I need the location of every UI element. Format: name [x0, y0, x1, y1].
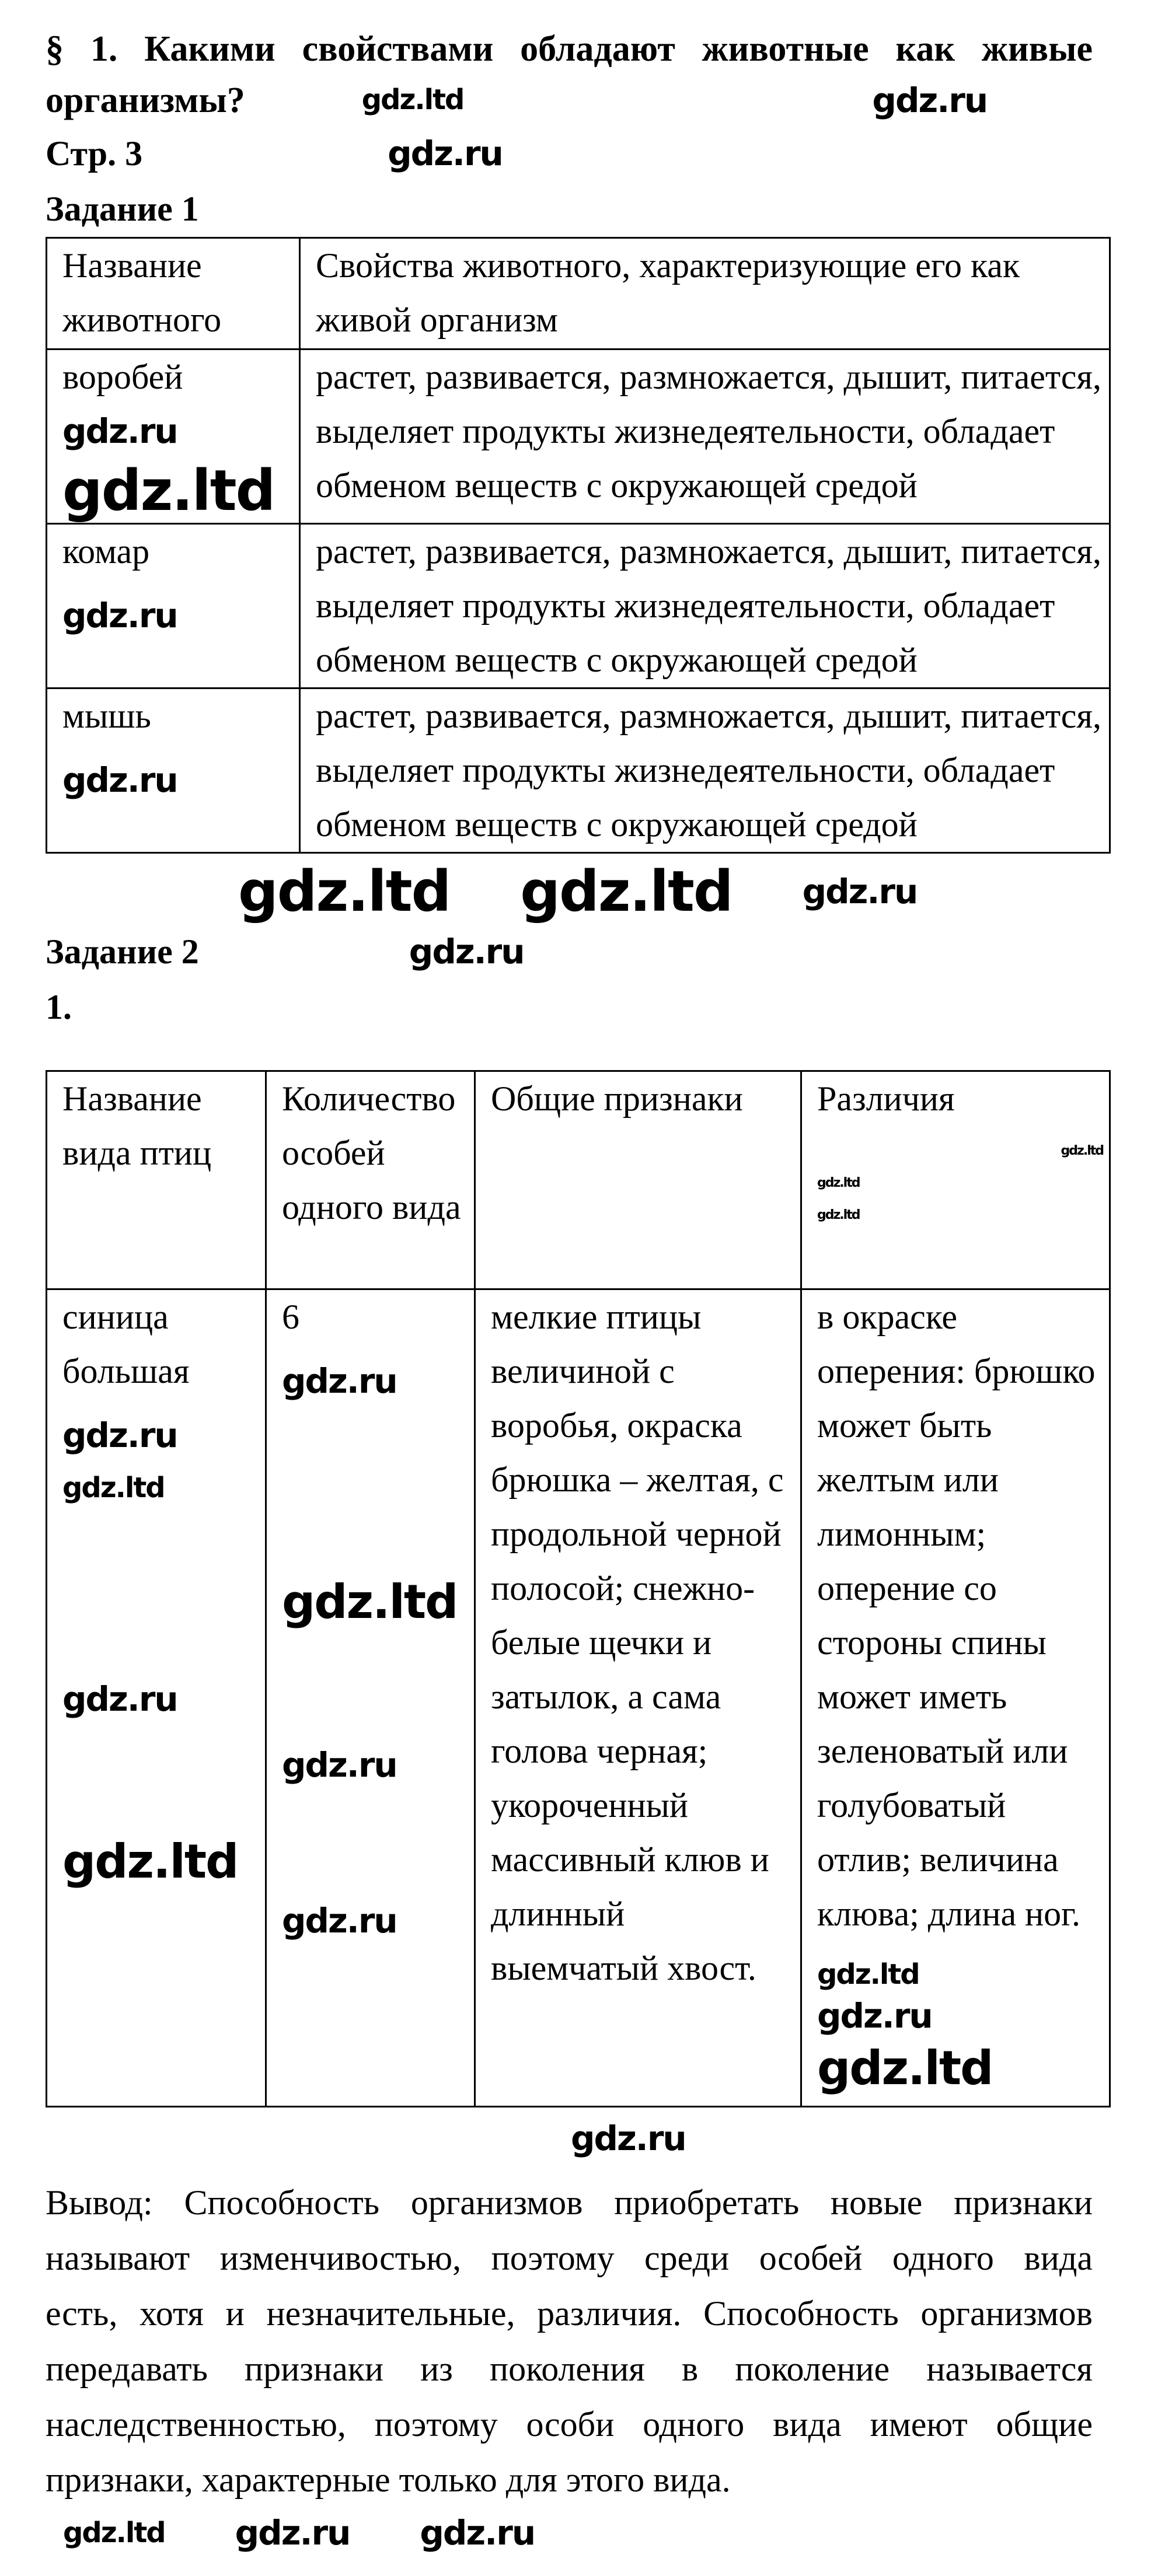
conclusion-line: передавать признаки из поколения в покол…: [46, 2350, 1093, 2389]
watermark: gdz.ru: [409, 931, 525, 971]
properties-cell: растет, развивается, размножается, дышит…: [299, 348, 1111, 525]
watermark-row: gdz.ltd gdz.ru gdz.ru: [63, 2514, 1109, 2553]
watermark: gdz.ltd: [817, 2040, 993, 2095]
animal-cell: комар gdz.ru: [46, 523, 301, 690]
count-value: 6: [282, 1297, 299, 1336]
watermark: gdz.ru: [62, 411, 179, 451]
watermark: gdz.ltd: [817, 1208, 860, 1223]
watermark: gdz.ru: [282, 1745, 398, 1785]
table-header-row: Название вида птиц Количество особей одн…: [46, 1069, 1111, 1290]
task1-table: Название животного Свойства животного, х…: [46, 237, 1111, 854]
conclusion-line: наследственностью, поэтому особи одного …: [46, 2405, 1093, 2444]
watermark: gdz.ru: [388, 134, 504, 174]
table-row: воробей gdz.ru gdz.ltd растет, развивает…: [46, 348, 1111, 525]
species-name: синица большая: [62, 1297, 190, 1390]
animal-name: комар: [62, 532, 150, 571]
title-line-1: § 1. Какими свойствами обладают животные…: [46, 29, 1093, 69]
watermark: gdz.ltd: [817, 1176, 860, 1191]
properties-cell: растет, развивается, размножается, дышит…: [299, 523, 1111, 690]
watermark: gdz.ltd: [361, 83, 465, 117]
task2-heading: Задание 2: [46, 932, 199, 971]
watermark: gdz.ltd: [63, 2516, 166, 2550]
watermark: gdz.ru: [62, 1679, 179, 1719]
watermark: gdz.ltd: [1061, 1143, 1104, 1158]
conclusion-line: Вывод: Способность организмов приобретат…: [46, 2183, 1093, 2222]
header-cell: Название вида птиц: [46, 1069, 267, 1290]
conclusion-line: называют изменчивостью, поэтому среди ос…: [46, 2239, 1093, 2278]
watermark: gdz.ltd: [817, 1958, 920, 1991]
watermark: gdz.ru: [817, 1995, 933, 2036]
watermark: gdz.ru: [62, 760, 179, 801]
conclusion-line: признаки, характерные только для этого в…: [46, 2460, 731, 2500]
watermark: gdz.ltd: [520, 859, 733, 925]
table-row: мышь gdz.ru растет, развивается, размнож…: [46, 687, 1111, 854]
header-text: Различия: [817, 1079, 955, 1118]
watermark: gdz.ltd: [62, 1471, 166, 1505]
task1-heading: Задание 1: [46, 190, 199, 228]
differences-cell: в окраске оперения: брюшко может быть же…: [800, 1288, 1111, 2107]
species-cell: синица большая gdz.ru gdz.ltd gdz.ru gdz…: [46, 1288, 267, 2107]
table-row: комар gdz.ru растет, развивается, размно…: [46, 523, 1111, 690]
watermark: gdz.ru: [282, 1361, 398, 1401]
watermark: gdz.ru: [62, 1415, 179, 1455]
watermark: gdz.ru: [62, 596, 179, 636]
properties-cell: растет, развивается, размножается, дышит…: [299, 687, 1111, 854]
title-line-2: организмы?: [46, 81, 245, 120]
common-traits-cell: мелкие птицы величиной с воробья, окраск…: [474, 1288, 802, 2107]
header-cell: Различия gdz.ltd gdz.ltd gdz.ltd: [800, 1069, 1111, 1290]
header-cell: Количество особей одного вида: [265, 1069, 476, 1290]
watermark-row: gdz.ru: [571, 2119, 1109, 2158]
watermark: gdz.ru: [872, 80, 988, 120]
watermark: gdz.ru: [282, 1901, 398, 1941]
watermark: gdz.ltd: [238, 859, 451, 925]
header-cell: Название животного: [46, 237, 301, 350]
header-cell: Общие признаки: [474, 1069, 802, 1290]
count-cell: 6 gdz.ru gdz.ltd gdz.ru gdz.ru: [265, 1288, 476, 2107]
page-reference: Стр. 3: [46, 134, 143, 173]
watermark: gdz.ltd: [62, 1834, 239, 1889]
table-row: синица большая gdz.ru gdz.ltd gdz.ru gdz…: [46, 1288, 1111, 2107]
conclusion-line: есть, хотя и незначительные, различия. С…: [46, 2294, 1093, 2333]
watermark: gdz.ltd: [282, 1575, 458, 1630]
animal-cell: воробей gdz.ru gdz.ltd: [46, 348, 301, 525]
conclusion-paragraph: Вывод: Способность организмов приобретат…: [46, 2175, 1093, 2508]
watermark-row: gdz.ltd gdz.ltd gdz.ru: [238, 859, 1109, 924]
section-title: § 1. Какими свойствами обладают животные…: [46, 23, 1093, 126]
watermark: gdz.ltd: [62, 458, 275, 523]
watermark: gdz.ru: [420, 2513, 536, 2553]
watermark: gdz.ru: [571, 2118, 687, 2158]
differences-text: в окраске оперения: брюшко может быть же…: [817, 1297, 1096, 1933]
watermark: gdz.ru: [235, 2513, 351, 2553]
table-header-row: Название животного Свойства животного, х…: [46, 237, 1111, 350]
animal-name: воробей: [62, 358, 183, 396]
task2-item-number: 1.: [46, 987, 72, 1026]
animal-cell: мышь gdz.ru: [46, 687, 301, 854]
animal-name: мышь: [62, 697, 151, 736]
watermark: gdz.ru: [802, 872, 919, 912]
header-cell: Свойства животного, характеризующие его …: [299, 237, 1111, 350]
task2-table: Название вида птиц Количество особей одн…: [46, 1069, 1111, 2107]
